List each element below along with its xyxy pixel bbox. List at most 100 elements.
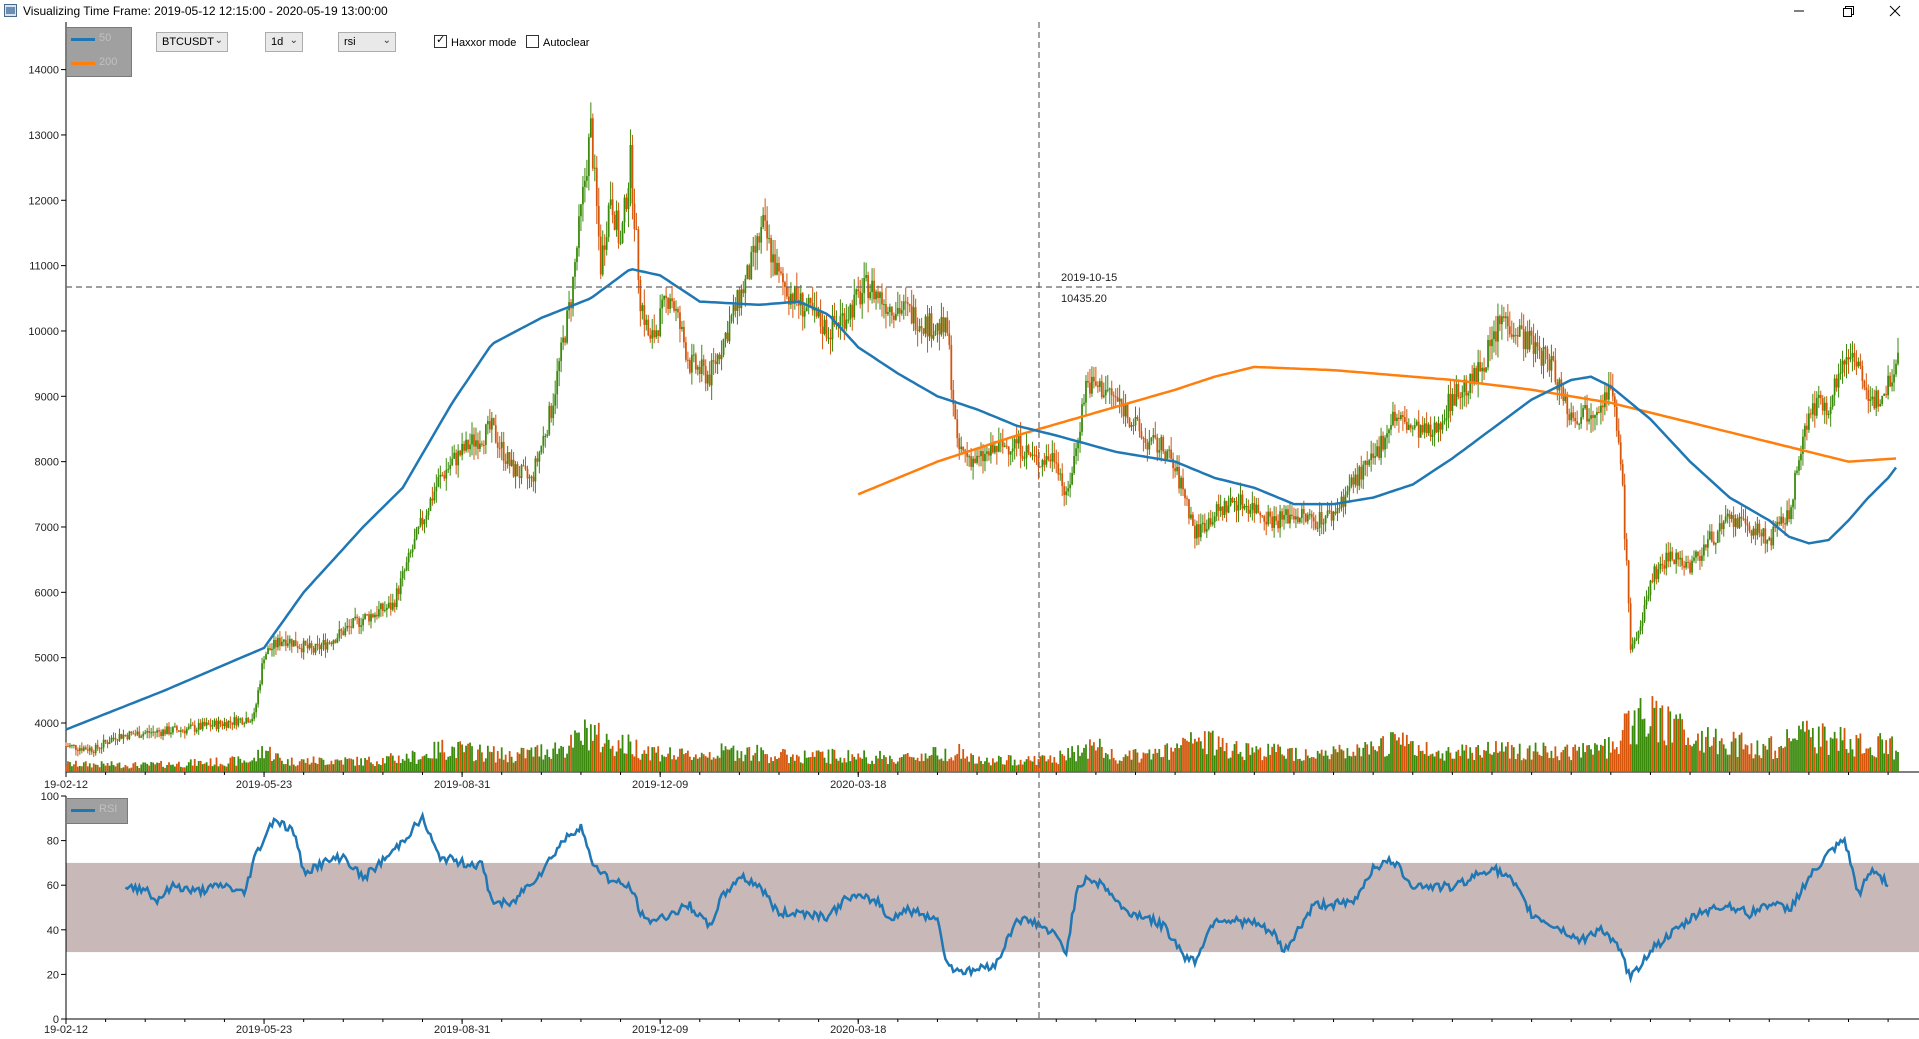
volume-bar [1043, 755, 1046, 772]
indicator-select[interactable]: rsi ⌄ [338, 32, 396, 52]
volume-bar [441, 739, 444, 772]
autoclear-checkbox[interactable]: Autoclear [526, 35, 589, 49]
volume-bar [1263, 756, 1266, 772]
volume-bar [1053, 757, 1056, 772]
candle-body [1831, 395, 1834, 408]
candle-body [1534, 342, 1537, 354]
volume-bar [1435, 751, 1438, 772]
volume-bar [744, 754, 747, 772]
candle-body [1207, 518, 1210, 529]
candle-body [1257, 504, 1260, 513]
candle-body [746, 265, 749, 279]
candle-body [617, 210, 620, 244]
candle-body [249, 721, 252, 723]
volume-bar [1306, 755, 1309, 772]
volume-bar [496, 751, 499, 772]
volume-bar [1112, 757, 1115, 772]
candle-body [1063, 486, 1066, 496]
candle-body [1734, 518, 1737, 527]
volume-bar [362, 765, 364, 772]
candle-body [879, 292, 881, 299]
candle-body [1277, 520, 1279, 529]
candle-body [255, 704, 258, 713]
volume-bar [855, 759, 858, 772]
volume-bar [512, 762, 515, 772]
volume-bar [1885, 740, 1888, 772]
volume-bar [114, 766, 117, 772]
candle-body [1267, 511, 1270, 525]
candle-body [815, 307, 818, 317]
volume-bar [595, 734, 598, 772]
candle-body [1259, 512, 1262, 516]
price-x-tick-label: 2019-05-23 [236, 779, 292, 791]
candle-body [778, 262, 780, 272]
volume-bar [871, 760, 873, 772]
volume-bar [122, 767, 125, 772]
volume-bar [1689, 744, 1691, 772]
volume-bar [940, 758, 943, 772]
candle-body [279, 637, 281, 646]
volume-bar [1790, 741, 1792, 772]
volume-bar [1714, 728, 1717, 772]
candle-body [1102, 395, 1105, 398]
volume-bar [235, 765, 238, 772]
candle-body [1318, 512, 1321, 528]
volume-bar [1017, 764, 1020, 772]
candle-body [776, 262, 778, 275]
candle-body [1663, 565, 1666, 569]
candle-body [1479, 362, 1481, 372]
volume-bar [492, 746, 495, 772]
volume-bar [82, 762, 85, 772]
rsi-y-tick-label: 80 [47, 836, 59, 848]
volume-bar [1839, 726, 1842, 772]
candle-body [1199, 524, 1202, 538]
volume-bar [1776, 757, 1779, 772]
volume-bar [970, 753, 972, 772]
autoclear-label: Autoclear [543, 37, 590, 49]
candle-body [578, 216, 580, 248]
close-icon[interactable] [1872, 0, 1918, 22]
candle-body [354, 616, 357, 619]
restore-icon[interactable] [1825, 0, 1871, 22]
candle-body [461, 443, 463, 456]
volume-bar [261, 746, 263, 772]
minimize-icon[interactable] [1776, 0, 1822, 22]
volume-bar [223, 765, 226, 772]
volume-bar [465, 745, 467, 772]
candle-body [534, 458, 537, 482]
candle-body [1396, 417, 1398, 422]
volume-bar [597, 722, 600, 772]
volume-bar [809, 757, 812, 772]
volume-bar [1514, 758, 1517, 772]
candle-body [1722, 521, 1725, 530]
candle-body [1849, 357, 1852, 360]
candle-body [1059, 473, 1062, 475]
volume-bar [1310, 756, 1313, 772]
candle-body [1025, 445, 1028, 458]
volume-bar [889, 755, 891, 772]
symbol-select[interactable]: BTCUSDT ⌄ [156, 32, 228, 52]
candle-body [1697, 551, 1699, 557]
volume-bar [1681, 719, 1684, 772]
candle-body [936, 323, 939, 331]
candle-body [631, 145, 634, 204]
candle-body [350, 626, 353, 628]
candle-body [1754, 528, 1757, 536]
haxxor-mode-checkbox[interactable]: ✓ Haxxor mode [434, 34, 516, 49]
candle-body [1134, 417, 1137, 426]
volume-bar [754, 752, 757, 772]
volume-bar [1639, 698, 1642, 772]
volume-bar [273, 759, 275, 772]
interval-select[interactable]: 1d ⌄ [265, 32, 303, 52]
volume-bar [1271, 746, 1274, 772]
candle-body [1338, 508, 1341, 510]
candle-body [1738, 516, 1741, 528]
price-chart[interactable]: 4000500060007000800090001000011000120001… [0, 22, 1919, 792]
volume-bar [821, 751, 824, 772]
volume-bar [1025, 759, 1028, 772]
volume-bar [649, 760, 652, 772]
legend-swatch-ma50 [71, 38, 95, 41]
candle-body [1219, 506, 1222, 511]
candle-body [451, 458, 454, 465]
